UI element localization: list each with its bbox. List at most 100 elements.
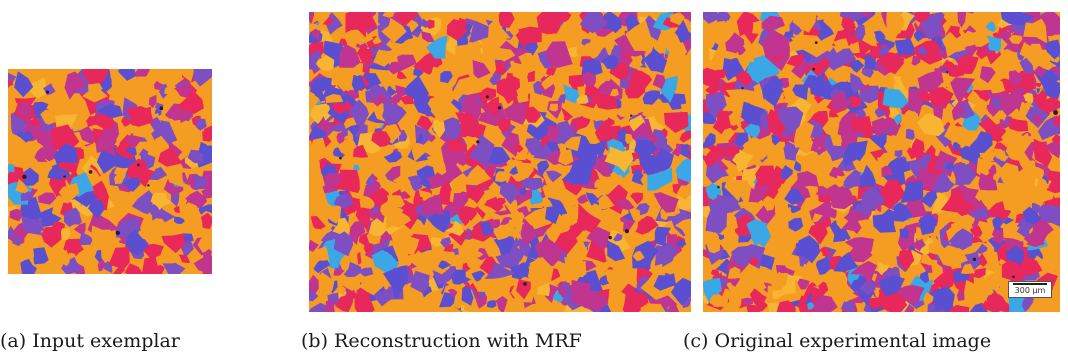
grain [662,17,682,28]
grain [381,17,407,44]
grain [916,113,945,137]
grain [309,175,325,196]
grain [705,208,728,234]
grain [200,212,212,229]
grain [97,260,106,272]
grain [398,128,408,142]
grain [472,60,491,79]
input-exemplar-texture [8,69,212,274]
grain [626,69,653,91]
grain [148,218,170,232]
grain [953,34,971,52]
grain [407,175,422,188]
grain [495,296,508,312]
grain [710,269,720,277]
grain [872,209,896,233]
grain [397,54,417,72]
grain [917,71,942,92]
grain [386,165,401,180]
grain [920,90,932,104]
grain [825,144,847,162]
grain [566,46,579,57]
grain [910,138,925,153]
grain [944,122,973,148]
grain [579,12,606,34]
grain [309,290,319,302]
grain [632,240,659,272]
grain [456,34,469,46]
grain [523,206,552,230]
grain [920,189,938,208]
grain [326,206,337,216]
grain [181,136,193,149]
grain [458,206,478,221]
grain [586,226,613,251]
grain [201,170,212,199]
grain [359,232,369,246]
grain [653,273,677,291]
grain [791,58,808,79]
grain [132,86,154,106]
grain [919,12,930,21]
grain [1043,205,1060,227]
grain [727,266,741,279]
grain [725,89,757,108]
grain [780,165,793,180]
grain [917,167,940,190]
grain [122,177,141,192]
dark-speck [137,163,140,167]
grain [53,249,70,266]
dark-speck [624,229,629,234]
grain [957,55,979,74]
grain [985,21,996,33]
dark-speck [497,106,502,110]
grain [756,276,767,291]
grain [808,222,828,245]
grain [771,273,788,291]
grain [8,225,15,239]
grain [337,138,358,158]
grain [468,20,489,44]
grain [15,178,29,194]
grain [517,186,527,196]
grain [980,291,1009,312]
grain [811,294,838,312]
grain [746,219,768,240]
grain [53,143,78,165]
grain [333,194,354,208]
grain [64,71,88,100]
grain [602,14,622,34]
grain [178,254,191,263]
grain [607,240,626,262]
grain [1008,35,1023,45]
grain [63,207,80,227]
grain [1023,18,1048,44]
grain [581,57,603,77]
grain [893,113,902,125]
grain [647,167,673,191]
grain [518,26,542,45]
grain [161,233,186,254]
grain [8,78,14,89]
grain [577,193,589,204]
grain [413,65,424,77]
grain [859,164,876,188]
grain [170,193,180,207]
grain [313,260,330,274]
grain [875,52,905,75]
grain [655,147,674,172]
grain [490,219,501,230]
grain [466,41,481,58]
grain [118,142,128,154]
grain [528,186,543,205]
grain [153,80,164,91]
grain [58,182,80,204]
grain [556,213,570,235]
grain [456,17,468,28]
grain [382,100,407,126]
grain [512,64,528,82]
grain [965,12,986,34]
grain [979,66,996,84]
grain [978,172,998,191]
grain [804,264,816,276]
